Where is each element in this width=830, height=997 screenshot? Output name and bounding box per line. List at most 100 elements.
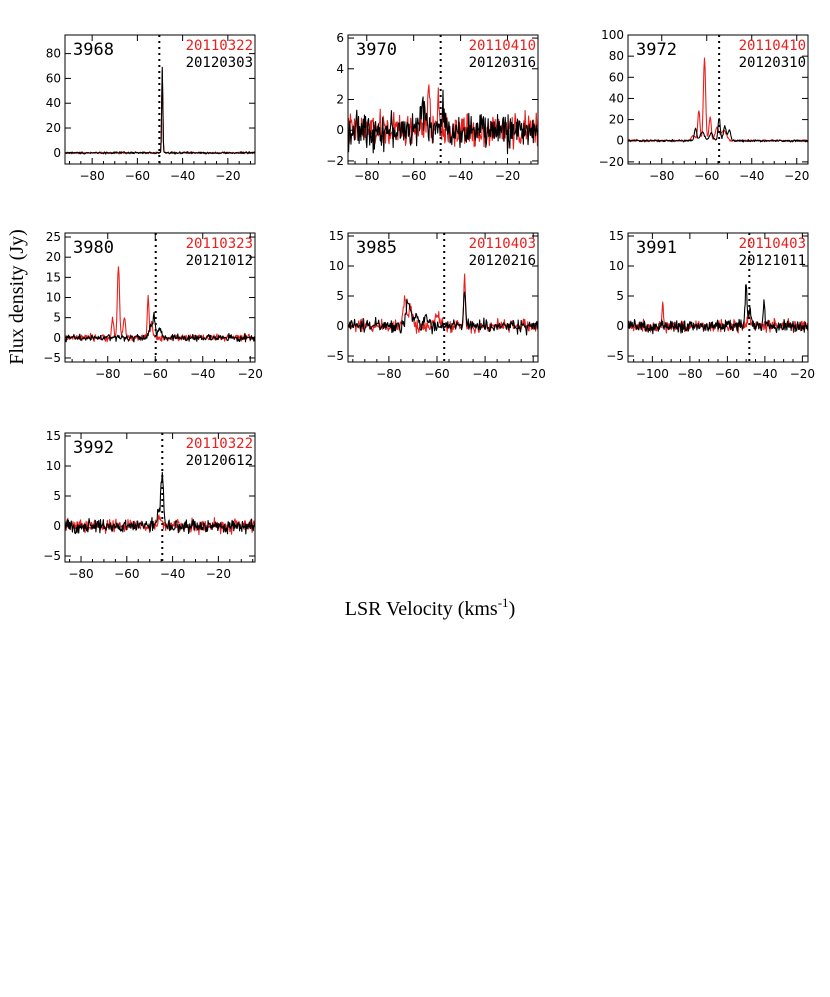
panel-id-label: 3972	[636, 40, 677, 60]
y-tick-label: 40	[46, 96, 61, 110]
y-tick-label: 5	[53, 489, 61, 503]
spectrum-line-20120310	[628, 117, 808, 143]
x-tick-label: −40	[448, 169, 473, 183]
legend-date-2: 20120316	[469, 55, 536, 71]
x-tick-label: −20	[215, 169, 240, 183]
x-tick-label: −40	[190, 367, 215, 381]
panel-id-label: 3991	[636, 238, 677, 258]
x-tick-label: −80	[376, 367, 401, 381]
spectrum-line-20121011	[628, 284, 808, 335]
x-axis-title-close: )	[509, 598, 516, 620]
legend-date-1: 20110403	[739, 236, 806, 252]
panel-id-label: 3970	[356, 40, 397, 60]
legend-date-1: 20110410	[469, 38, 536, 54]
spectrum-line-20120303	[65, 66, 255, 155]
x-tick-label: −100	[636, 367, 669, 381]
spectrum-line-20110410	[348, 84, 538, 150]
legend-date-2: 20120612	[186, 453, 253, 469]
x-axis-title-sup: -1	[498, 595, 509, 610]
y-tick-label: 40	[609, 91, 624, 105]
y-tick-label: 10	[609, 259, 624, 273]
y-tick-label: 0	[336, 123, 344, 137]
y-tick-label: 0	[53, 146, 61, 160]
x-tick-label: −80	[354, 169, 379, 183]
spectrum-panel-3980: −80 −60 −40 −20 −5 0 5 10 15 20 25 3980 201103232012…	[43, 230, 263, 381]
y-tick-label: 25	[46, 230, 61, 244]
panel-id-label: 3992	[73, 438, 114, 458]
x-tick-label: −60	[715, 367, 740, 381]
y-tick-label: 0	[616, 134, 624, 148]
spectrum-line-20121012	[65, 311, 255, 343]
y-tick-label: 5	[616, 289, 624, 303]
y-tick-label: 15	[46, 429, 61, 443]
x-tick-label: −60	[114, 567, 139, 581]
x-tick-label: −20	[238, 367, 263, 381]
y-tick-label: 80	[46, 47, 61, 61]
x-tick-label: −40	[472, 367, 497, 381]
plot-frame	[64, 432, 256, 563]
y-axis-title: Flux density (Jy)	[6, 229, 28, 365]
y-tick-label: −2	[326, 154, 344, 168]
legend-date-2: 20120310	[739, 55, 806, 71]
plot-frame	[347, 232, 539, 363]
legend-date-2: 20120303	[186, 55, 253, 71]
x-axis-title-main: LSR Velocity (kms	[345, 598, 498, 620]
y-tick-label: 20	[609, 113, 624, 127]
y-tick-label: 10	[46, 291, 61, 305]
y-tick-label: 80	[609, 49, 624, 63]
y-tick-label: −5	[43, 351, 61, 365]
spectrum-panel-3968: −80 −60 −40 −20 0 20 40 60 80 3968 201103222012030…	[46, 34, 256, 183]
y-tick-label: 20	[46, 250, 61, 264]
spectrum-line-20120216	[348, 291, 538, 336]
x-tick-label: −20	[784, 169, 809, 183]
spectrum-line-20120612	[65, 471, 255, 535]
x-tick-label: −20	[790, 367, 815, 381]
y-tick-label: 0	[336, 319, 344, 333]
x-tick-label: −60	[143, 367, 168, 381]
x-tick-label: −40	[160, 567, 185, 581]
x-tick-label: −80	[79, 169, 104, 183]
y-tick-label: −5	[326, 349, 344, 363]
panel-id-label: 3968	[73, 40, 114, 60]
x-tick-label: −40	[739, 169, 764, 183]
y-tick-label: 20	[46, 121, 61, 135]
x-tick-label: −80	[677, 367, 702, 381]
y-tick-label: 4	[336, 62, 344, 76]
y-tick-label: 5	[336, 289, 344, 303]
y-tick-label: 6	[336, 31, 344, 45]
legend-date-1: 20110323	[186, 236, 253, 252]
x-tick-label: −60	[694, 169, 719, 183]
y-tick-label: −5	[606, 349, 624, 363]
y-tick-label: 60	[609, 70, 624, 84]
legend-date-1: 20110322	[186, 38, 253, 54]
spectrum-panel-3972: −80 −60 −40 −20 −20 0 20 40 60 80 100 3972 201104102…	[599, 28, 810, 183]
y-tick-label: 15	[329, 229, 344, 243]
panel-id-label: 3980	[73, 238, 114, 258]
y-tick-label: 0	[53, 331, 61, 345]
legend-date-1: 20110403	[469, 236, 536, 252]
x-axis-title: LSR Velocity (kms-1)	[345, 595, 515, 620]
x-tick-label: −60	[401, 169, 426, 183]
x-tick-label: −20	[495, 169, 520, 183]
y-tick-label: 15	[46, 270, 61, 284]
y-tick-label: 100	[601, 28, 624, 42]
spectrum-panel-3991: −100 −80 −60 −40 −20 −5 0 5 10 15 3991 201104032012…	[606, 229, 815, 381]
y-tick-label: 2	[336, 93, 344, 107]
x-tick-label: −80	[649, 169, 674, 183]
y-tick-label: 5	[53, 311, 61, 325]
x-tick-label: −20	[206, 567, 231, 581]
y-tick-label: 15	[609, 229, 624, 243]
legend-date-2: 20121011	[739, 253, 806, 269]
x-tick-label: −40	[752, 367, 777, 381]
y-tick-label: −20	[599, 155, 624, 169]
legend-date-2: 20120216	[469, 253, 536, 269]
panel-id-label: 3985	[356, 238, 397, 258]
x-tick-label: −60	[125, 169, 150, 183]
x-tick-label: −60	[424, 367, 449, 381]
y-tick-label: 0	[53, 519, 61, 533]
y-tick-label: 60	[46, 71, 61, 85]
